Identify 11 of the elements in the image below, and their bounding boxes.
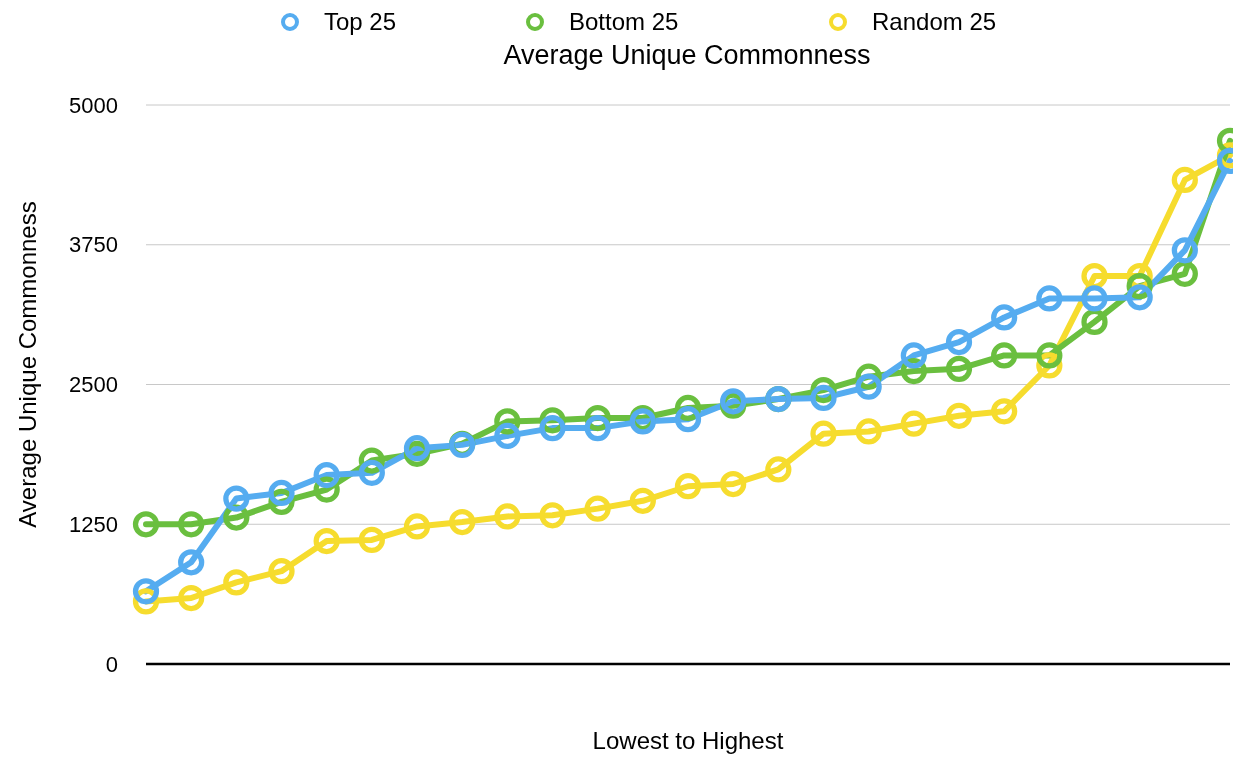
- y-tick-label: 2500: [69, 372, 118, 398]
- chart-title: Average Unique Commonness: [503, 40, 871, 71]
- legend-label: Bottom 25: [569, 8, 679, 36]
- y-tick-label: 1250: [69, 511, 118, 537]
- y-axis-title: Average Unique Commonness: [14, 201, 42, 528]
- legend-label: Random 25: [872, 8, 997, 36]
- y-tick-label: 3750: [69, 232, 118, 258]
- x-axis-title: Lowest to Highest: [592, 727, 784, 755]
- y-tick-label: 5000: [69, 92, 118, 118]
- legend-label: Top 25: [324, 8, 397, 36]
- y-tick-label: 0: [105, 651, 118, 677]
